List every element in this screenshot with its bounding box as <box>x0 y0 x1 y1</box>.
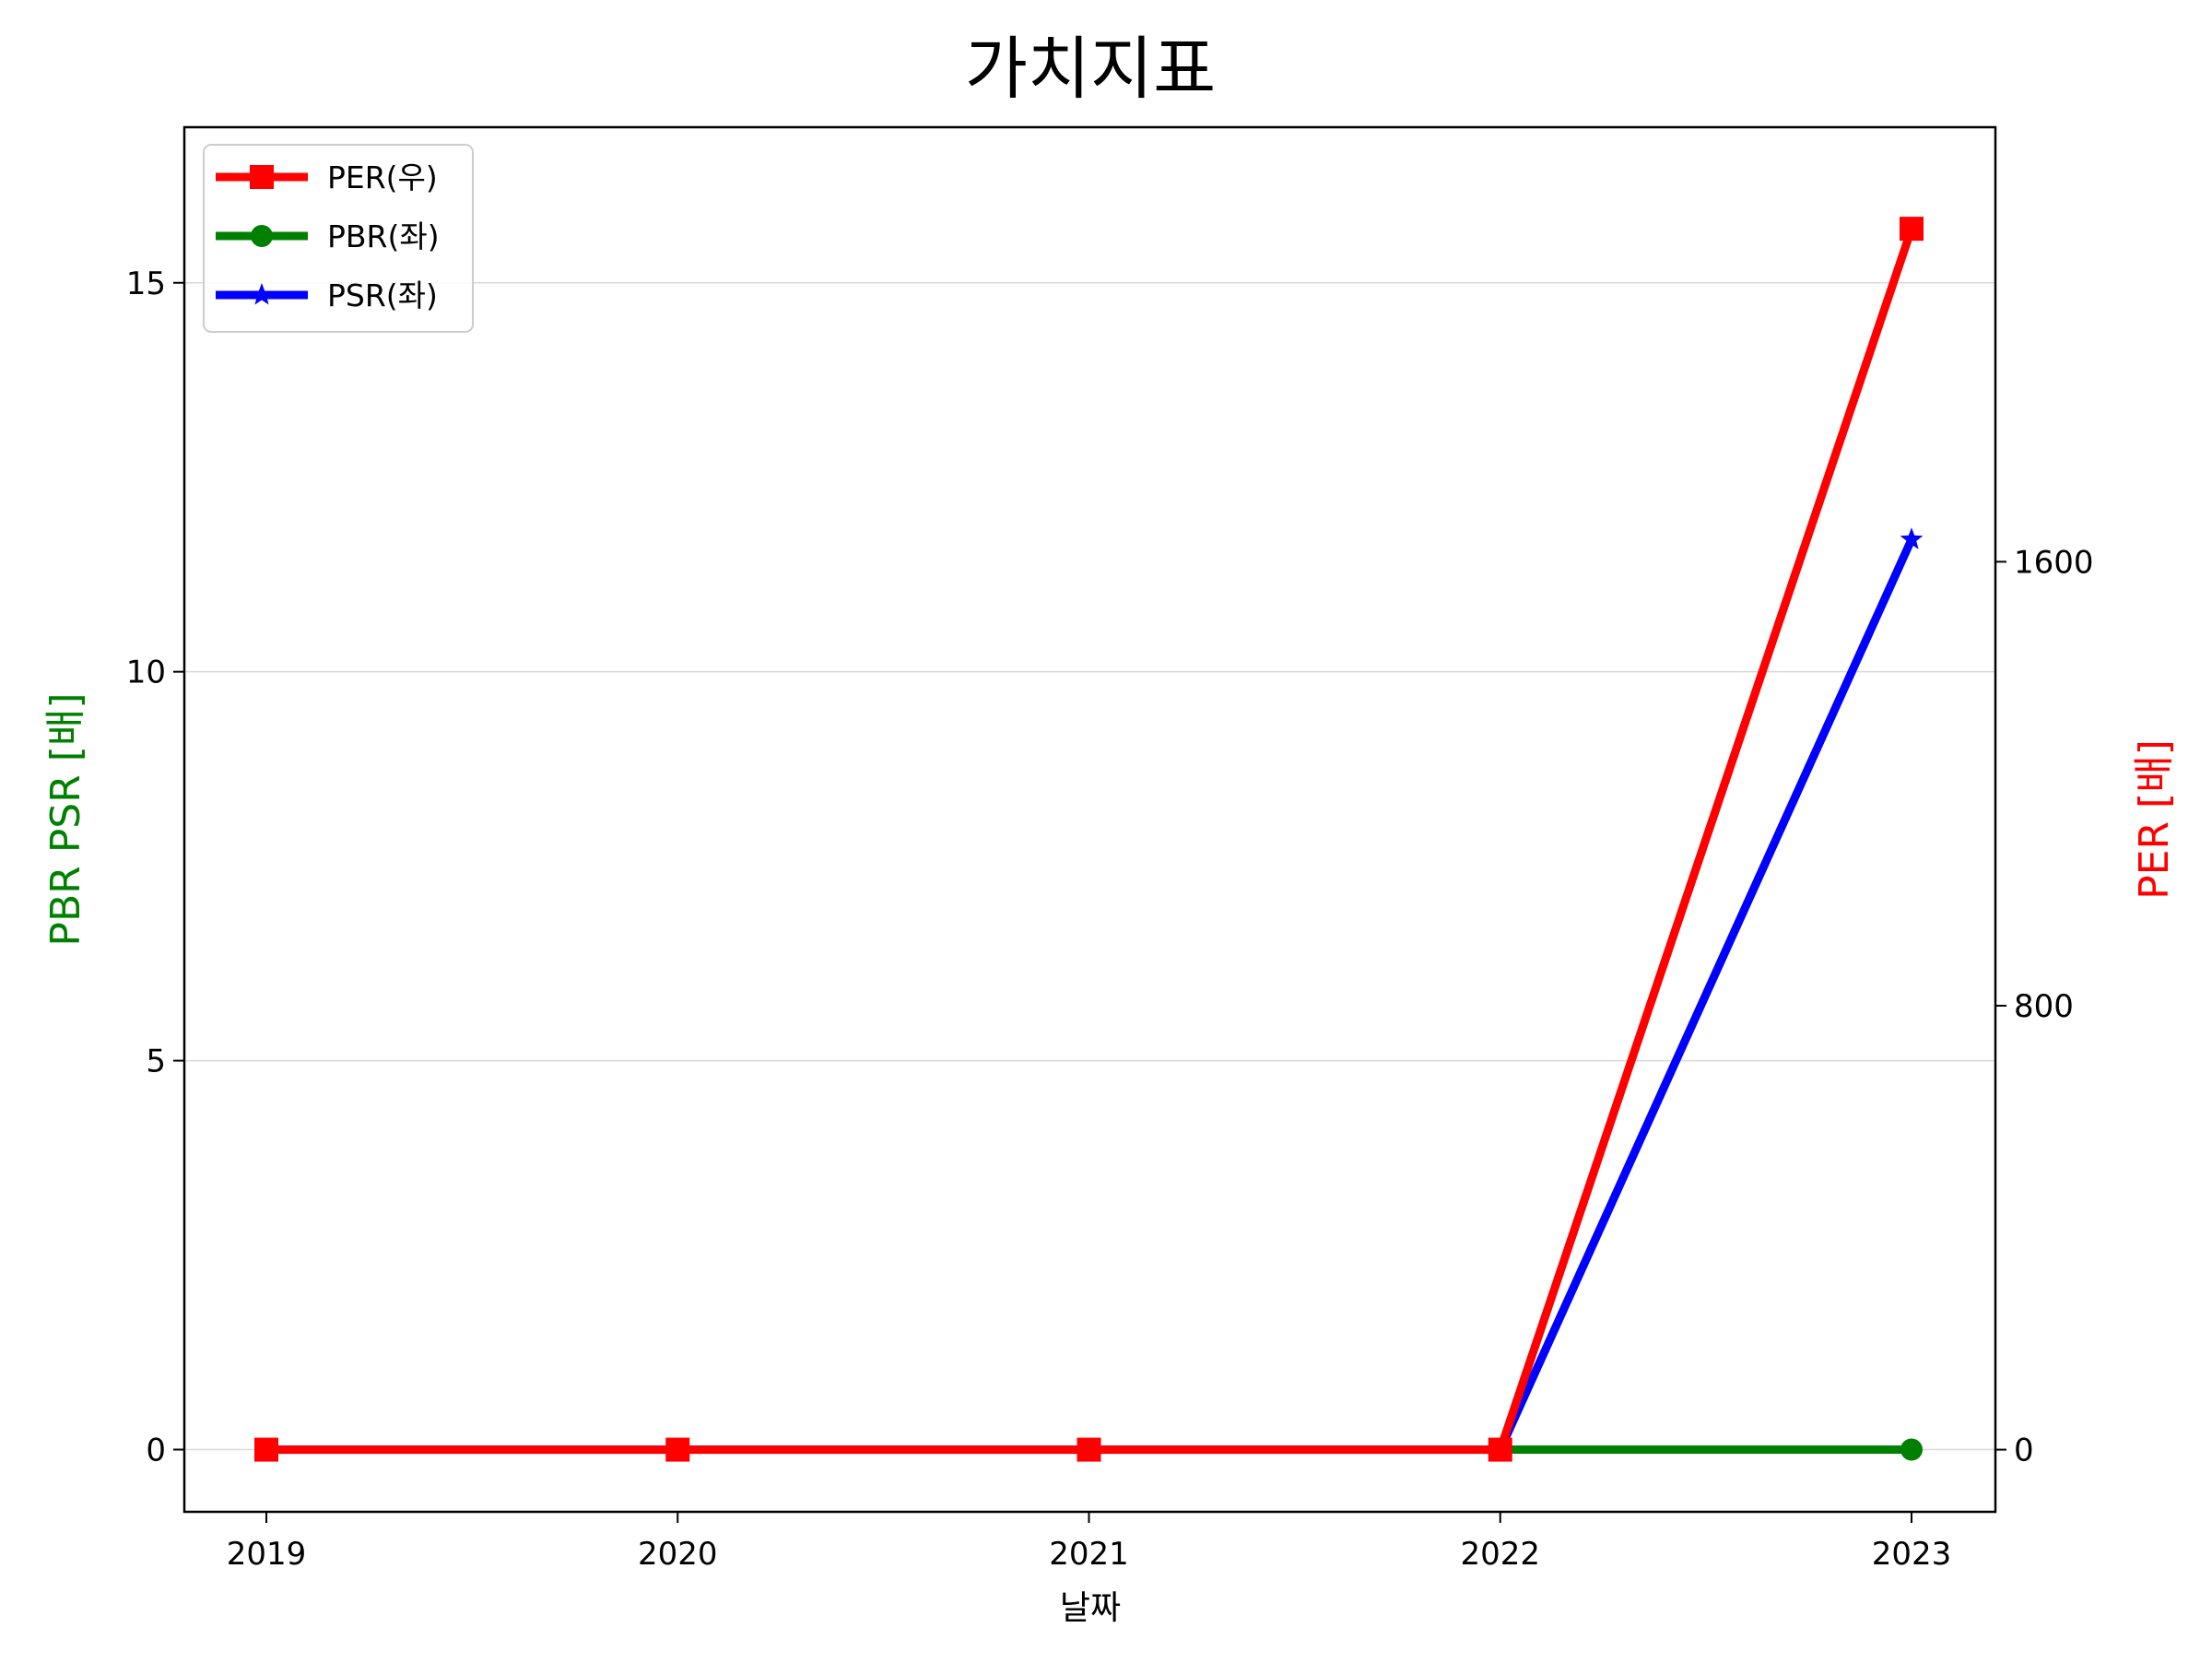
legend-item: PBR(좌) <box>216 218 440 254</box>
legend-box <box>203 144 474 333</box>
x-axis-label: 날짜 <box>1060 1589 1121 1627</box>
x-tick-label: 2023 <box>1872 1536 1952 1573</box>
series-line <box>266 537 1916 1454</box>
legend-label: PSR(좌) <box>327 277 438 313</box>
y-axis-right-label: PER [배] <box>2131 739 2178 900</box>
legend-marker <box>251 225 273 247</box>
data-point <box>1900 217 1924 242</box>
y-left-tick-label: 5 <box>146 1044 166 1080</box>
chart-title: 가치지표 <box>965 29 1216 109</box>
x-tick-label: 2020 <box>638 1536 718 1573</box>
grid-lines <box>184 282 1995 1451</box>
legend-label: PER(우) <box>327 159 438 195</box>
x-tick-label: 2019 <box>227 1536 307 1573</box>
series-PER(우) <box>254 217 1924 1462</box>
x-tick-label: 2022 <box>1460 1536 1540 1573</box>
legend-item: PSR(좌) <box>216 277 438 313</box>
y-left-tick-label: 10 <box>126 655 166 691</box>
y-axis-left-label: PBR PSR [배] <box>42 692 89 946</box>
series-line <box>266 227 1916 1455</box>
data-point <box>665 1437 690 1462</box>
plot-frame <box>182 125 1997 1514</box>
legend-label: PBR(좌) <box>327 218 440 254</box>
data-point <box>254 1437 278 1462</box>
legend-marker <box>250 165 274 189</box>
data-point <box>1077 1437 1101 1462</box>
y-right-tick-label: 0 <box>2014 1433 2034 1469</box>
data-point <box>1900 527 1924 549</box>
data-point <box>1488 1437 1512 1462</box>
series-PSR(좌) <box>254 527 1924 1459</box>
legend-items: PER(우) PBR(좌) PSR(좌) <box>216 159 440 313</box>
series <box>254 217 1924 1462</box>
legend-marker <box>250 283 274 305</box>
axes: 2019 2020 2021 2022 2023 0 5 10 15 0 800 1600 <box>126 265 2094 1573</box>
y-right-tick-label: 800 <box>2014 988 2074 1025</box>
y-left-tick-label: 0 <box>146 1432 166 1468</box>
data-point <box>1900 1438 1923 1461</box>
y-left-tick-label: 15 <box>126 265 166 302</box>
y-right-tick-label: 1600 <box>2014 544 2094 581</box>
legend-item: PER(우) <box>216 159 438 195</box>
legend: PER(우) PBR(좌) PSR(좌) <box>203 144 474 333</box>
x-tick-label: 2021 <box>1049 1536 1129 1573</box>
